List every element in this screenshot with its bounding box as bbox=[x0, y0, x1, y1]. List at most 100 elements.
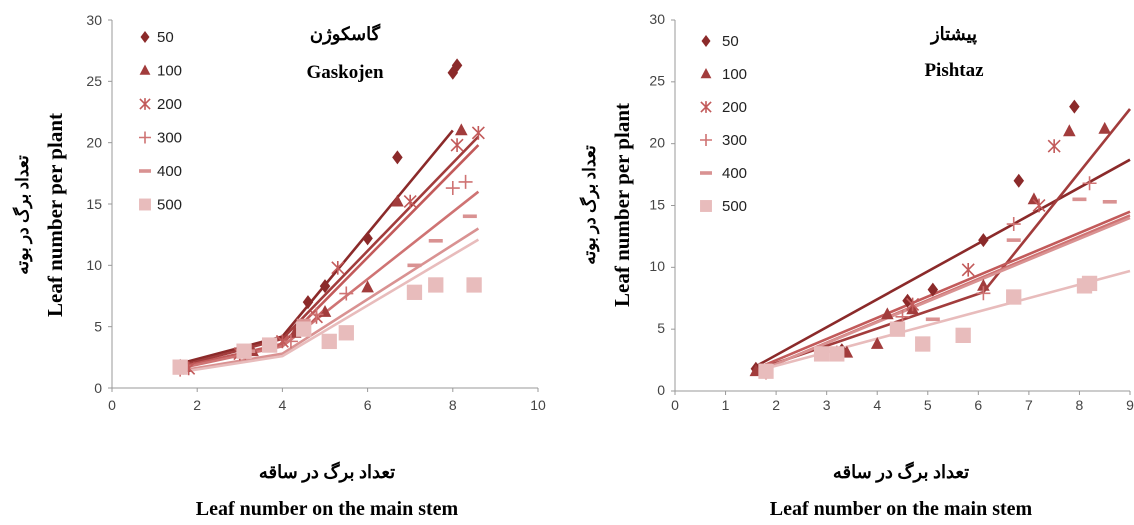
y-tick-label: 5 bbox=[657, 320, 665, 336]
x-axis-label-fa: تعداد برگ در ساقه bbox=[833, 461, 969, 483]
legend-label-100: 100 bbox=[157, 63, 182, 80]
point-500 bbox=[338, 325, 354, 341]
x-tick-label: 8 bbox=[1076, 397, 1084, 413]
x-tick-label: 5 bbox=[924, 397, 932, 413]
trend-line-50 bbox=[755, 158, 1131, 368]
trend-lines bbox=[755, 108, 1132, 374]
point-400 bbox=[296, 318, 311, 323]
point-50 bbox=[392, 150, 403, 165]
point-300 bbox=[1006, 217, 1021, 232]
point-500 bbox=[428, 277, 444, 293]
point-50 bbox=[927, 282, 939, 297]
legend: 50 100 200 300 400 500 bbox=[700, 33, 747, 215]
point-500 bbox=[889, 321, 906, 337]
legend-marker-50 bbox=[701, 35, 711, 47]
trend-line-400 bbox=[755, 216, 1131, 374]
x-tick-label: 2 bbox=[772, 397, 780, 413]
point-100 bbox=[881, 307, 894, 320]
point-300 bbox=[283, 334, 298, 349]
legend-marker-100 bbox=[700, 68, 712, 79]
y-axis-label-fa: تعداد برگ در بوته bbox=[12, 155, 33, 275]
point-300 bbox=[1082, 176, 1097, 191]
legend-label-500: 500 bbox=[722, 198, 747, 215]
x-axis-label: Leaf number on the main stem bbox=[196, 498, 459, 520]
chart-title: گاسکوژن bbox=[310, 23, 381, 45]
point-300 bbox=[339, 286, 354, 301]
x-tick-label: 4 bbox=[279, 397, 287, 413]
point-300 bbox=[309, 307, 324, 322]
legend-marker-100 bbox=[139, 64, 151, 75]
y-tick-label: 10 bbox=[86, 257, 102, 273]
y-axis-label: Leaf number per plant bbox=[43, 113, 67, 317]
y-tick-label: 20 bbox=[649, 135, 665, 151]
chart-gaskojen: گاسکوژن Gaskojen تعداد برگ در بوته Leaf … bbox=[12, 12, 546, 520]
legend-label-500: 500 bbox=[157, 197, 182, 214]
y-tick-label: 15 bbox=[649, 196, 665, 212]
point-200 bbox=[471, 126, 485, 140]
point-400 bbox=[925, 317, 940, 322]
legend-marker-300 bbox=[139, 131, 151, 144]
x-tick-label: 1 bbox=[722, 397, 730, 413]
x-tick-label: 3 bbox=[823, 397, 831, 413]
point-500 bbox=[829, 346, 845, 362]
data-points bbox=[172, 58, 485, 377]
legend: 50 100 200 300 400 500 bbox=[139, 29, 182, 214]
y-tick-label: 10 bbox=[649, 258, 665, 274]
chart-panel-gaskojen: گاسکوژن Gaskojen تعداد برگ در بوته Leaf … bbox=[12, 12, 546, 520]
point-200 bbox=[275, 334, 289, 349]
point-100 bbox=[870, 337, 884, 349]
legend-marker-400 bbox=[139, 169, 151, 173]
point-50 bbox=[1013, 173, 1025, 188]
chart-panel-pishtaz: پیشتاز Pishtaz تعداد برگ در بوته Leaf nu… bbox=[567, 0, 1134, 525]
legend-label-300: 300 bbox=[722, 132, 747, 149]
point-500 bbox=[1081, 275, 1098, 292]
point-50 bbox=[902, 293, 913, 308]
point-500 bbox=[321, 333, 337, 350]
legend-label-50: 50 bbox=[722, 33, 739, 50]
point-50 bbox=[362, 231, 373, 246]
legend-marker-200 bbox=[139, 98, 151, 110]
legend-label-100: 100 bbox=[722, 66, 747, 83]
x-tick-label: 6 bbox=[364, 397, 372, 413]
point-400 bbox=[462, 214, 477, 219]
point-200 bbox=[331, 260, 345, 275]
x-tick-label: 2 bbox=[193, 397, 201, 413]
trend-line-50 bbox=[179, 129, 454, 365]
point-100 bbox=[1063, 124, 1076, 137]
point-200 bbox=[1032, 198, 1046, 213]
point-200 bbox=[403, 194, 417, 209]
legend-marker-300 bbox=[700, 134, 712, 146]
trend-line-100 bbox=[179, 135, 480, 368]
point-300 bbox=[445, 181, 460, 196]
point-200 bbox=[906, 297, 920, 312]
trend-line-500 bbox=[755, 269, 1131, 373]
point-500 bbox=[236, 343, 252, 359]
x-axis-label-fa: تعداد برگ در ساقه bbox=[259, 461, 395, 483]
point-500 bbox=[1006, 289, 1022, 305]
point-500 bbox=[406, 284, 423, 300]
point-500 bbox=[172, 359, 188, 375]
chart-title: پیشتاز bbox=[929, 24, 977, 45]
trend-line-200 bbox=[755, 210, 1131, 370]
y-tick-label: 20 bbox=[86, 135, 102, 151]
y-axis-label-fa: تعداد برگ در بوته bbox=[579, 145, 600, 265]
point-500 bbox=[261, 337, 278, 353]
y-axis-label: Leaf number per plant bbox=[610, 103, 634, 307]
point-400 bbox=[1072, 197, 1087, 202]
point-100 bbox=[1027, 192, 1041, 205]
legend-label-200: 200 bbox=[157, 96, 182, 113]
point-50 bbox=[319, 279, 331, 294]
trend-line-400 bbox=[179, 227, 480, 373]
point-500 bbox=[955, 327, 971, 343]
point-50 bbox=[451, 58, 463, 73]
point-200 bbox=[961, 262, 975, 277]
point-300 bbox=[458, 174, 473, 189]
point-500 bbox=[813, 346, 830, 362]
point-100 bbox=[1098, 121, 1112, 134]
legend-label-400: 400 bbox=[157, 163, 182, 180]
trend-line-500 bbox=[179, 238, 480, 374]
x-tick-label: 9 bbox=[1126, 397, 1134, 413]
point-100 bbox=[977, 278, 990, 291]
legend-label-300: 300 bbox=[157, 130, 182, 147]
x-tick-label: 6 bbox=[974, 397, 982, 413]
